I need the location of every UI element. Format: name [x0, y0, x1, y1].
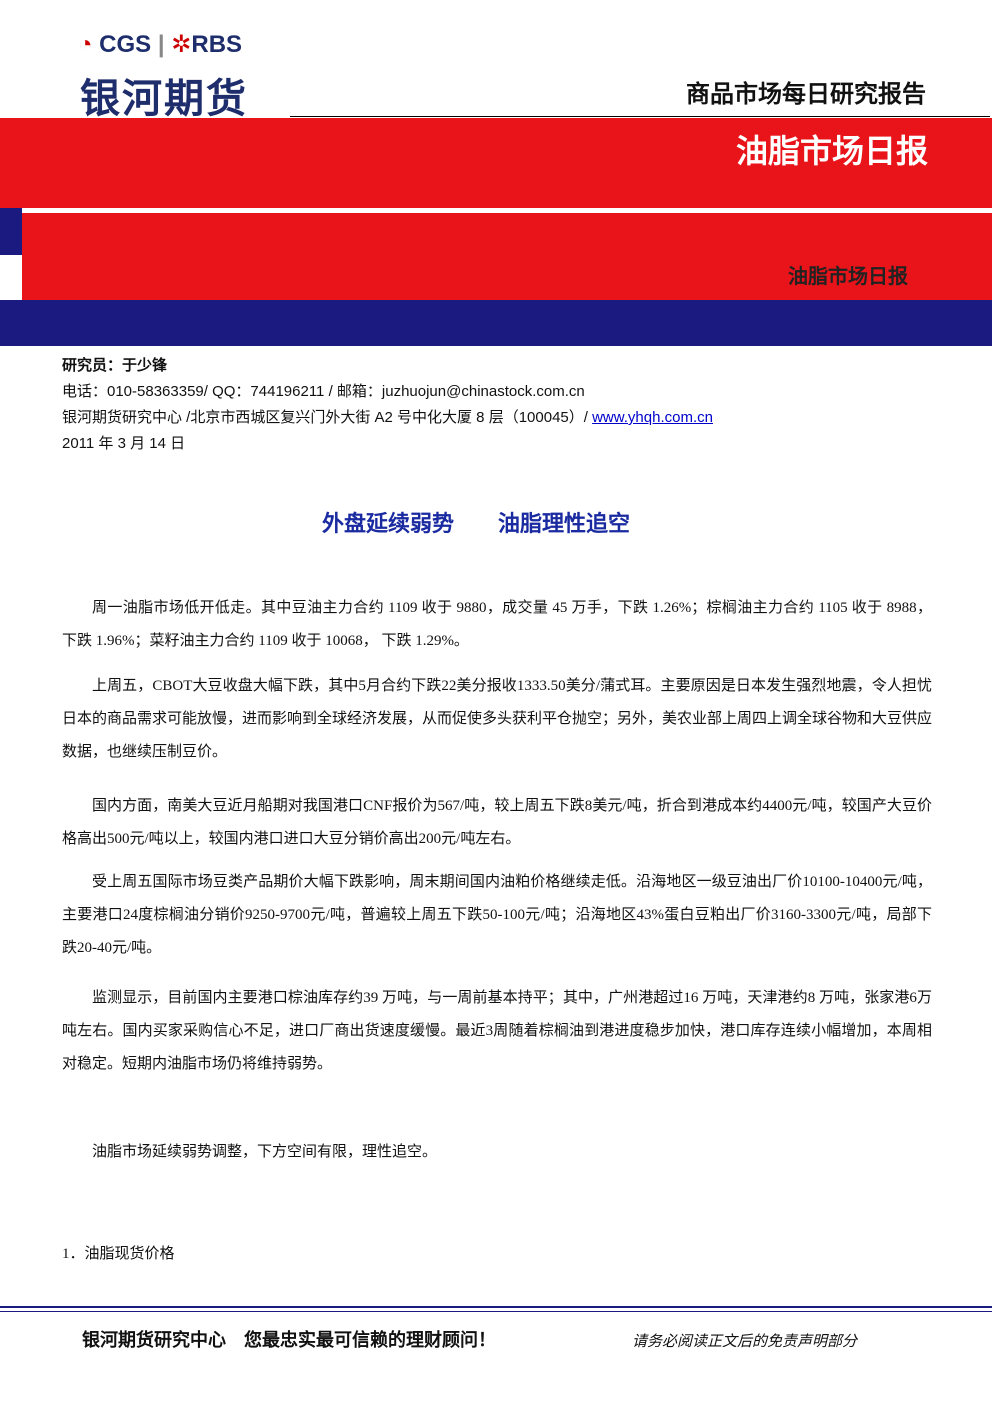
banner-blue: [0, 300, 992, 346]
banner-red-2: [22, 213, 992, 300]
banner-red: [0, 118, 992, 208]
phone: 电话：010-58363359/ QQ：744196211 / 邮箱：juzhu…: [62, 383, 585, 400]
address: 银河期货研究中心 /北京市西城区复兴门外大街 A2 号中化大厦 8 层（1000…: [62, 409, 593, 426]
banner-title: 油脂市场日报: [735, 133, 928, 169]
footer-disclaimer: 请务必阅读正文后的免责声明部分: [632, 1334, 858, 1350]
logo-brand: CGS: [99, 31, 152, 58]
section-heading: 1．油脂现货价格: [62, 1246, 175, 1262]
banner-subtitle: 油脂市场日报: [788, 266, 908, 288]
article-title: 外盘延续弱势 油脂理性追空: [321, 511, 630, 536]
address-line: 银河期货研究中心 /北京市西城区复兴门外大街 A2 号中化大厦 8 层（1000…: [62, 406, 713, 427]
paragraph: 监测显示，目前国内主要港口棕油库存约39 万吨，与一周前基本持平；其中，广州港超…: [62, 990, 932, 1072]
footer-rule: [0, 1306, 992, 1308]
paragraph: 周一油脂市场低开低走。其中豆油主力合约 1109 收于 9880，成交量 45 …: [62, 600, 932, 649]
researcher: 研究员：于少锋: [62, 358, 168, 374]
footer-slogan: 银河期货研究中心 您最忠实最可信赖的理财顾问！: [82, 1330, 496, 1350]
paragraph: 受上周五国际市场豆类产品期价大幅下跌影响，周末期间国内油粕价格继续走低。沿海地区…: [62, 874, 932, 956]
date: 2011 年 3 月 14 日: [62, 435, 186, 452]
paragraph: 上周五，CBOT大豆收盘大幅下跌，其中5月合约下跌22美分报收1333.50美分…: [62, 678, 933, 760]
conclusion: 油脂市场延续弱势调整，下方空间有限，理性追空。: [92, 1144, 438, 1160]
report-type: 商品市场每日研究报告: [686, 81, 926, 108]
rule: [290, 116, 990, 117]
logo-partner: RBS: [191, 31, 243, 58]
paragraph: 国内方面，南美大豆近月船期对我国港口CNF报价为567/吨，较上周五下跌8美元/…: [62, 798, 932, 847]
logo: ◔ CGS | ✲RBS: [78, 31, 243, 58]
website-link[interactable]: www.yhqh.com.cn: [592, 409, 713, 426]
footer-rule: [0, 1311, 992, 1312]
company-name: 银河期货: [80, 77, 248, 121]
stripe-blue: [0, 208, 22, 255]
